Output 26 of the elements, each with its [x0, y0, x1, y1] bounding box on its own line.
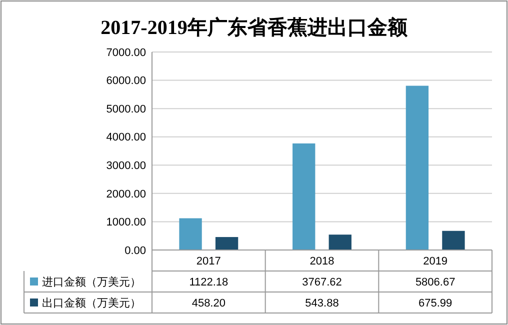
x-tick-label: 2018 [310, 255, 334, 268]
y-tick-label: 7000.00 [106, 46, 146, 59]
data-label: 3767.62 [302, 276, 342, 288]
y-tick-label: 5000.00 [106, 103, 146, 116]
y-tick-label: 0.00 [124, 244, 146, 257]
data-label: 543.88 [305, 297, 339, 310]
y-tick-label: 4000.00 [106, 132, 146, 144]
y-tick-label: 1000.00 [106, 216, 146, 229]
bar [328, 234, 352, 250]
data-label: 1122.18 [189, 276, 228, 288]
y-tick-label: 6000.00 [106, 75, 146, 88]
x-tick-label: 2017 [196, 255, 221, 268]
data-label: 675.99 [418, 297, 452, 310]
legend-label: 进口金额（万美元） [42, 275, 141, 288]
x-tick-label: 2019 [423, 255, 448, 268]
bar [292, 143, 316, 250]
y-tick-label: 3000.00 [106, 160, 146, 172]
data-label: 5806.67 [415, 276, 456, 288]
bar [406, 86, 429, 250]
legend-label: 出口金额（万美元） [42, 296, 141, 310]
bar [215, 237, 238, 250]
bar [442, 230, 465, 250]
chart-title: 2017-2019年广东省香蕉进出口金额 [100, 16, 408, 39]
bar [179, 218, 202, 250]
data-label: 458.20 [192, 297, 226, 310]
y-tick-label: 2000.00 [106, 188, 146, 200]
